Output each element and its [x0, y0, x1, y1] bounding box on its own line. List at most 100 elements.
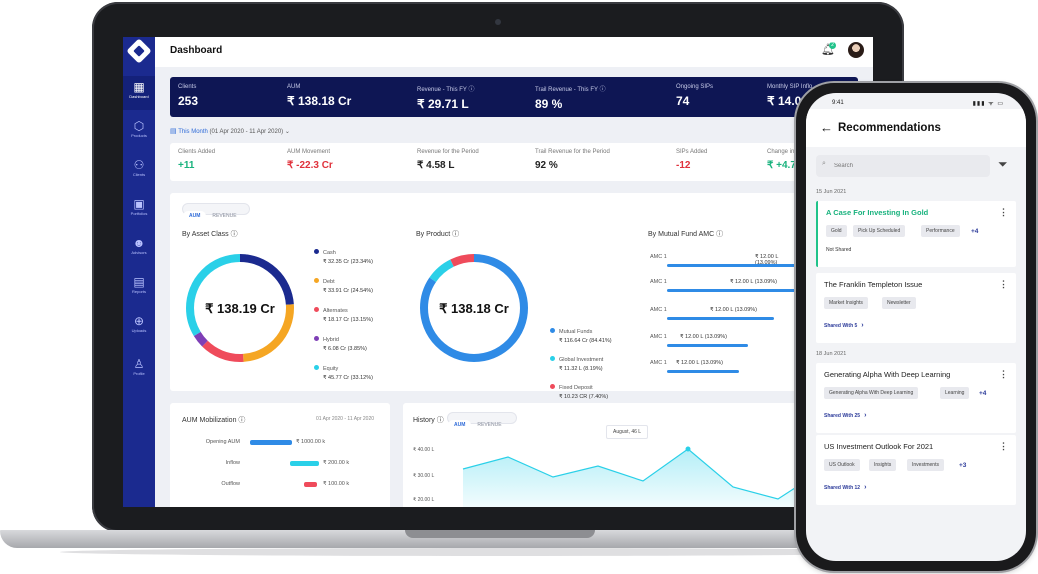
recommendation-card[interactable]: US Investment Outlook For 2021 ⋮ US Outl…: [816, 435, 1016, 505]
tag-chip: Newsletter: [882, 297, 916, 309]
card-title: A Case For Investing In Gold: [826, 208, 929, 217]
tag-chip: US Outlook: [824, 459, 860, 471]
briefcase-icon: ▣: [133, 197, 145, 211]
sidebar-item-clients[interactable]: ⚇ Clients: [123, 154, 155, 188]
legend-dot: [550, 356, 555, 361]
toggle-aum[interactable]: AUM: [448, 420, 472, 430]
legend-global-investment: Global Investment ₹ 11.32 L (8.19%): [550, 356, 603, 372]
sidebar-item-dashboard[interactable]: ▦ Dashboard: [123, 76, 155, 110]
status-icons: ▮▮▮ ᯤ ▭: [972, 101, 1004, 107]
mobilization-bar: [304, 482, 318, 487]
period-kpi-revenue: Revenue for the Period ₹ 4.58 L: [417, 149, 479, 171]
more-options-icon[interactable]: ⋮: [999, 369, 1008, 379]
y-tick: ₹ 40.00 L: [413, 447, 435, 453]
sidebar-item-uploads[interactable]: ⊕ Uploads: [123, 310, 155, 344]
asset-class-title: By Asset Class ⓘ: [182, 231, 238, 238]
legend-dot: [314, 307, 319, 312]
mobilization-range: 01 Apr 2020 - 11 Apr 2020: [316, 416, 375, 422]
shared-with-link[interactable]: Shared With 5 ›: [824, 322, 864, 329]
history-toggle: AUM REVENUE: [447, 412, 517, 430]
donut-slice[interactable]: [420, 254, 528, 362]
chevron-down-icon: ⌄: [284, 129, 290, 135]
app-logo-icon[interactable]: [126, 38, 152, 64]
shared-with-link[interactable]: Shared With 12 ›: [824, 484, 867, 491]
kpi-revenue: Revenue - This FY ⓘ ₹ 29.71 L: [417, 87, 475, 111]
legend-cash: Cash ₹ 32.35 Cr (23.34%): [314, 249, 373, 265]
period-kpi-aum-movement: AUM Movement ₹ -22.3 Cr: [287, 149, 333, 171]
y-tick: ₹ 20.00 L: [413, 497, 435, 503]
more-options-icon[interactable]: ⋮: [999, 279, 1008, 289]
section-date: 15 Jun 2021: [816, 189, 847, 195]
search-icon: ⌕: [822, 160, 826, 167]
legend-dot: [550, 328, 555, 333]
avatar[interactable]: [848, 42, 864, 58]
donut-slice[interactable]: [186, 254, 294, 362]
mobilization-bar: [290, 461, 320, 466]
calendar-icon: ▤: [170, 128, 177, 135]
toggle-aum[interactable]: AUM: [183, 211, 207, 221]
phone-frame: 9:41 ▮▮▮ ᯤ ▭ ← Recommendations ⌕ ⏷ 15 Ju…: [796, 83, 1036, 571]
toggle-revenue[interactable]: REVENUE: [212, 213, 237, 219]
amc-row: AMC 1 ₹ 12.00 L (13.09%): [650, 307, 795, 320]
laptop-camera: [495, 19, 501, 25]
phone-header: ← Recommendations: [806, 109, 1026, 147]
shared-with-link[interactable]: Shared With 25 ›: [824, 412, 867, 419]
legend-debt: Debt ₹ 33.91 Cr (24.54%): [314, 278, 373, 294]
filter-icon[interactable]: ⏷: [998, 157, 1008, 171]
chevron-right-icon: ›: [861, 322, 864, 329]
sidebar-item-profile[interactable]: ♙ Profile: [123, 353, 155, 387]
more-options-icon[interactable]: ⋮: [999, 441, 1008, 451]
recommendation-card[interactable]: Generating Alpha With Deep Learning ⋮ Ge…: [816, 363, 1016, 433]
period-filter[interactable]: ▤ This Month (01 Apr 2020 - 11 Apr 2020)…: [170, 128, 290, 135]
kpi-clients: Clients 253: [178, 84, 199, 108]
tag-chip: Learning: [940, 387, 970, 399]
history-point[interactable]: [685, 446, 691, 452]
tag-chip: Pick Up Scheduled: [853, 225, 906, 237]
recommendation-card[interactable]: A Case For Investing In Gold ⋮ Gold Pick…: [816, 201, 1016, 267]
more-options-icon[interactable]: ⋮: [999, 207, 1008, 217]
period-kpi-trail-revenue: Trail Revenue for the Period 92 %: [535, 149, 610, 171]
asset-class-donut: [186, 254, 294, 362]
donut-slice[interactable]: [186, 254, 294, 362]
page-title: Dashboard: [170, 45, 223, 56]
chevron-right-icon: ›: [864, 484, 867, 491]
product-total: ₹ 138.18 Cr: [439, 301, 509, 316]
donut-slice[interactable]: [186, 254, 294, 362]
more-tags-count[interactable]: +4: [979, 390, 987, 397]
card-title: US Investment Outlook For 2021: [824, 442, 934, 451]
sidebar-item-reports[interactable]: ▤ Reports: [123, 271, 155, 305]
history-tooltip: August, 46 L: [606, 425, 649, 439]
period-kpi-sips-added: SIPs Added -12: [676, 149, 708, 171]
mobilization-value: ₹ 100.00 k: [323, 481, 350, 487]
aum-revenue-toggle: AUM REVENUE: [182, 203, 250, 221]
aum-breakdown-card: AUM REVENUE By Asset Class ⓘ ₹ 138.19 Cr …: [170, 193, 858, 400]
legend-dot: [550, 384, 555, 389]
amc-bar: [666, 370, 740, 373]
sidebar-item-portfolios[interactable]: ▣ Portfolios: [123, 193, 155, 227]
tag-chip: Performance: [921, 225, 960, 237]
kpi-trail-revenue: Trail Revenue - This FY ⓘ 89 %: [535, 87, 606, 111]
tag-chip: Gold: [826, 225, 847, 237]
sidebar-item-products[interactable]: ⬡ Products: [123, 115, 155, 149]
upload-icon: ⊕: [133, 314, 145, 328]
recommendation-card[interactable]: The Franklin Templeton Issue ⋮ Market In…: [816, 273, 1016, 343]
product-title: By Product ⓘ: [416, 231, 460, 238]
sidebar-item-advisors[interactable]: ☻ Advisors: [123, 232, 155, 266]
history-title: History ⓘ: [413, 417, 444, 424]
tag-chip: Investments: [907, 459, 944, 471]
box-icon: ⬡: [133, 119, 145, 133]
toggle-revenue[interactable]: REVENUE: [477, 422, 502, 428]
aum-mobilization-card: AUM Mobilization ⓘ 01 Apr 2020 - 11 Apr …: [170, 403, 390, 507]
search-input[interactable]: [834, 159, 984, 173]
more-tags-count[interactable]: +3: [959, 462, 967, 469]
grid-icon: ▦: [133, 80, 145, 94]
mobilization-bar: [250, 440, 292, 445]
mobilization-label: Inflow: [225, 460, 240, 466]
phone-page-title: Recommendations: [838, 122, 941, 134]
notification-badge: 2: [829, 42, 836, 49]
period-kpi-clients-added: Clients Added +11: [178, 149, 216, 171]
back-arrow-icon[interactable]: ←: [820, 120, 833, 135]
more-tags-count[interactable]: +4: [971, 228, 979, 235]
kpi-monthly-sip: Monthly SIP Inflo ₹ 14.0: [767, 84, 813, 108]
mobilization-label: Opening AUM: [205, 439, 240, 445]
